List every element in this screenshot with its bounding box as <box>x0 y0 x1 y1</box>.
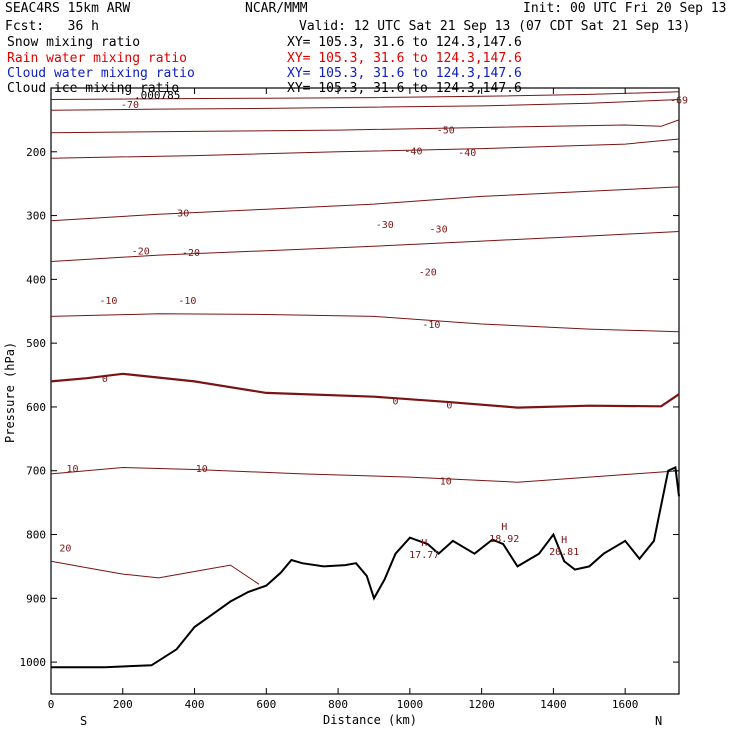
y-tick-label: 300 <box>26 210 46 223</box>
y-tick-label: 1000 <box>20 656 47 669</box>
y-axis-label: Pressure (hPa) <box>3 342 17 443</box>
axes-layer: 0 200 400 600 800 1000 1200 1400 160020030040050… <box>20 88 679 711</box>
contour-label: -20 <box>182 248 200 259</box>
contour-label: 10 <box>440 476 452 487</box>
x-tick-label: 200 <box>113 698 133 711</box>
contour-label: -30 <box>430 224 448 235</box>
contour-line-minus50 <box>50 119 680 134</box>
terrain-line <box>51 466 680 669</box>
x-tick-label: 1600 <box>612 698 639 711</box>
x-tick-label: 1200 <box>468 698 495 711</box>
field-snow-xy: XY= 105.3, 31.6 to 124.3,147.6 <box>287 35 522 50</box>
x-tick-label: 800 <box>328 698 348 711</box>
contour-label: -30 <box>376 220 394 231</box>
y-tick-label: 500 <box>26 337 46 350</box>
contour-label: -10 <box>178 296 196 307</box>
y-tick-label: 900 <box>26 592 46 605</box>
contour-label: 20 <box>59 543 71 554</box>
maximum-value: 17.77 <box>409 550 439 561</box>
contour-label-layer: -70 -69 -50 -40 -40 -30 -30 -30 -20 -20 -20 -10 -10 -… <box>59 95 688 554</box>
y-tick-label: 200 <box>26 146 46 159</box>
org-label: NCAR/MMM <box>245 1 308 16</box>
contour-label: 0 <box>392 397 398 408</box>
forecast-hour: Fcst: 36 h <box>5 19 99 34</box>
valid-time: Valid: 12 UTC Sat 21 Sep 13 (07 CDT Sat … <box>299 19 691 34</box>
contour-label: -20 <box>132 247 150 258</box>
x-tick-label: 400 <box>185 698 205 711</box>
field-cloudwater-label: Cloud water mixing ratio <box>7 66 195 81</box>
field-snow-label: Snow mixing ratio <box>7 35 141 50</box>
field-cloudwater-xy: XY= 105.3, 31.6 to 124.3,147.6 <box>287 66 522 81</box>
contour-label: -10 <box>99 296 117 307</box>
contour-line-20 <box>50 560 260 585</box>
contour-label: -40 <box>458 148 476 159</box>
contour-label: -30 <box>171 208 189 219</box>
x-tick-label: 600 <box>256 698 276 711</box>
init-time: Init: 00 UTC Fri 20 Sep 13 <box>523 1 727 16</box>
y-tick-label: 700 <box>26 465 46 478</box>
contour-line-minus60 <box>50 99 680 111</box>
contour-line-minus30 <box>50 186 680 222</box>
contour-line-10 <box>50 466 680 483</box>
x-tick-label: 0 <box>48 698 55 711</box>
x-tick-label: 1400 <box>540 698 567 711</box>
terrain-layer <box>51 466 680 669</box>
contour-label: -40 <box>404 147 422 158</box>
x-axis-label: Distance (km) <box>323 713 417 727</box>
contour-line-0 <box>50 372 680 409</box>
contour-line-minus40 <box>50 138 680 159</box>
field-rain-label: Rain water mixing ratio <box>7 51 188 66</box>
contour-layer <box>50 91 680 585</box>
contour-label: -50 <box>437 125 455 136</box>
maximum-value: 20.81 <box>549 547 579 558</box>
north-end-label: N <box>655 714 662 728</box>
model-title: SEAC4RS 15km ARW <box>5 1 131 16</box>
contour-label: -10 <box>422 320 440 331</box>
maximum-marker: H <box>501 522 507 533</box>
field-rain-xy: XY= 105.3, 31.6 to 124.3,147.6 <box>287 51 522 66</box>
contour-label: -69 <box>670 95 688 106</box>
plot-frame <box>50 87 680 695</box>
contour-label: -70 <box>121 100 139 111</box>
contour-label: 0 <box>446 400 452 411</box>
contour-label: 0 <box>102 374 108 385</box>
maximum-value: 18.92 <box>489 534 519 545</box>
y-tick-label: 800 <box>26 529 46 542</box>
y-tick-label: 400 <box>26 273 46 286</box>
x-tick-label: 1000 <box>397 698 424 711</box>
maximum-marker: H <box>421 538 427 549</box>
contour-line-minus10 <box>50 313 680 333</box>
south-end-label: S <box>80 714 87 728</box>
contour-label: 10 <box>196 464 208 475</box>
contour-label: -20 <box>419 268 437 279</box>
maximum-marker: H <box>561 535 567 546</box>
ice-value-label: .000785 <box>134 89 180 102</box>
y-tick-label: 600 <box>26 401 46 414</box>
contour-line-minus70 <box>50 91 680 100</box>
contour-line-minus20 <box>50 231 680 262</box>
contour-label: 10 <box>67 464 79 475</box>
